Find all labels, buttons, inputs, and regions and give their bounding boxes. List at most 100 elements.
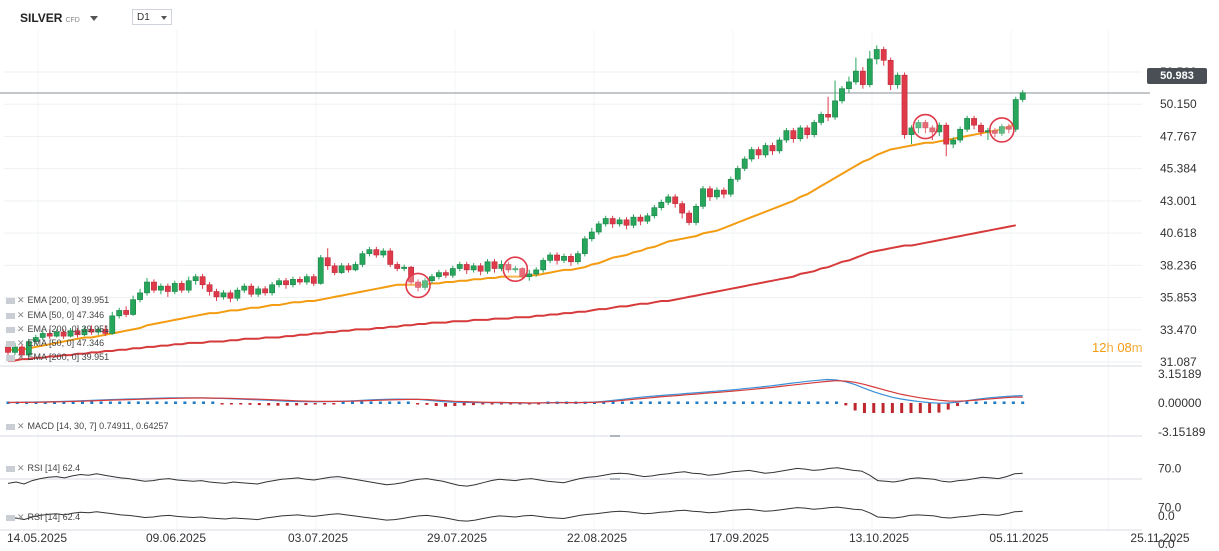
countdown-hours: 12: [1092, 340, 1107, 355]
candle-body: [276, 280, 282, 286]
rsi-y-tick-label: 70.0: [1158, 461, 1182, 475]
indicator-settings-icon[interactable]: [6, 354, 15, 361]
macd-histogram-bar: [462, 403, 466, 406]
candle-body: [338, 265, 345, 273]
candle-body: [248, 285, 255, 295]
close-icon[interactable]: ✕: [17, 463, 25, 473]
close-icon[interactable]: ✕: [17, 310, 25, 320]
indicator-settings-icon[interactable]: [6, 514, 15, 521]
macd-legend[interactable]: ✕ MACD [14, 30, 7] 0.74911, 0.64257: [6, 421, 168, 432]
macd-histogram-bar: [313, 403, 317, 405]
macd-histogram-bar: [211, 401, 215, 404]
candle-body: [540, 260, 547, 271]
rsi-legend[interactable]: ✕ RSI [14] 62.4: [6, 463, 80, 474]
candle-body: [470, 265, 477, 271]
candle-body: [484, 261, 491, 272]
macd-histogram-bar: [397, 401, 401, 404]
candle-body: [526, 273, 533, 277]
macd-histogram-bar: [490, 403, 494, 405]
candle-body: [477, 265, 484, 272]
indicator-legend-item[interactable]: ✕ EMA [50, 0] 47.346: [6, 310, 104, 321]
indicator-settings-icon[interactable]: [6, 312, 15, 319]
macd-histogram-bar: [872, 403, 876, 413]
close-icon[interactable]: ✕: [17, 512, 25, 522]
candle-body: [950, 139, 957, 145]
macd-histogram-bar: [360, 401, 364, 404]
indicator-settings-icon[interactable]: [6, 340, 15, 347]
macd-histogram-bar: [164, 401, 168, 404]
macd-histogram-bar: [192, 401, 196, 404]
candle-body: [234, 289, 241, 299]
macd-histogram-bar: [174, 401, 178, 404]
indicator-legend-item[interactable]: ✕ EMA [200, 0] 39.951: [6, 324, 109, 335]
candle-body: [734, 168, 741, 180]
macd-histogram-bar: [602, 401, 606, 404]
indicator-legend-item[interactable]: ✕ EMA [200, 0] 39.951: [6, 352, 109, 363]
macd-histogram-bar: [90, 401, 94, 404]
candle-body: [672, 196, 679, 204]
close-icon[interactable]: ✕: [17, 338, 25, 348]
candle-body: [178, 283, 185, 291]
candle-body: [429, 276, 435, 281]
timeframe-selector[interactable]: D1: [132, 9, 172, 25]
macd-histogram-bar: [369, 401, 373, 404]
indicator-settings-icon[interactable]: [6, 326, 15, 333]
x-tick-label: 05.11.2025: [989, 531, 1048, 545]
candle-body: [109, 315, 116, 334]
macd-histogram-bar: [304, 403, 308, 406]
macd-histogram-bar: [639, 401, 643, 404]
macd-histogram-bar: [946, 403, 950, 410]
macd-y-tick-label: 0.00000: [1158, 396, 1202, 410]
candle-body: [804, 127, 811, 135]
candle-body: [998, 126, 1005, 134]
candle-body: [1012, 99, 1019, 130]
candle-body: [769, 145, 776, 152]
candle-body: [331, 265, 338, 273]
macd-histogram-bar: [323, 403, 327, 405]
macd-histogram-bar: [537, 403, 541, 405]
candle-body: [255, 288, 262, 295]
candle-body: [832, 100, 838, 118]
indicator-settings-icon[interactable]: [6, 465, 15, 472]
candle-body: [915, 122, 922, 129]
indicator-settings-icon[interactable]: [6, 423, 15, 430]
candle-body: [88, 329, 95, 333]
macd-histogram-bar: [183, 401, 187, 404]
close-icon[interactable]: ✕: [17, 352, 25, 362]
close-icon[interactable]: ✕: [17, 324, 25, 334]
macd-histogram-bar: [239, 403, 243, 405]
rsi-legend[interactable]: ✕ RSI [14] 62.4: [6, 512, 80, 523]
candle-body: [345, 265, 352, 271]
candle-body: [81, 329, 88, 336]
macd-histogram-bar: [993, 401, 997, 404]
countdown-minutes: 08: [1117, 340, 1132, 355]
macd-histogram-bar: [695, 401, 699, 404]
close-icon[interactable]: ✕: [17, 421, 25, 431]
candle-body: [18, 346, 25, 356]
x-tick-label: 03.07.2025: [288, 531, 348, 545]
candle-body: [206, 284, 213, 292]
candle-body: [505, 264, 512, 271]
indicator-legend-item[interactable]: ✕ EMA [200, 0] 39.951: [6, 295, 109, 306]
macd-y-tick-label: 3.15189: [1158, 367, 1202, 381]
macd-histogram-bar: [425, 403, 429, 405]
candle-body: [415, 281, 421, 288]
candle-body: [164, 285, 171, 292]
close-icon[interactable]: ✕: [17, 295, 25, 305]
rsi-line: [7, 467, 1023, 487]
macd-histogram-bar: [406, 401, 410, 404]
macd-histogram-bar: [350, 401, 354, 404]
indicator-settings-icon[interactable]: [6, 297, 15, 304]
macd-histogram-bar: [816, 401, 820, 404]
candle-body: [262, 288, 269, 294]
symbol-selector[interactable]: SILVER CFD: [20, 11, 98, 25]
chevron-down-icon: [89, 16, 98, 22]
macd-histogram-bar: [918, 403, 922, 413]
indicator-legend-item[interactable]: ✕ EMA [50, 0] 47.346: [6, 338, 104, 349]
candle-body: [185, 280, 192, 291]
candle-body: [588, 231, 595, 240]
candle-body: [568, 256, 574, 263]
candle-body: [220, 292, 227, 298]
macd-histogram-bar: [686, 401, 690, 404]
